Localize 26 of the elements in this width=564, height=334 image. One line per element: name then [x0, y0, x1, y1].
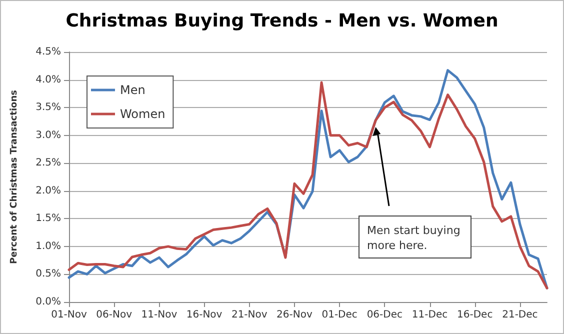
x-tick-label: 11-Nov [141, 310, 178, 320]
y-tick-label: 2.5% [36, 158, 61, 169]
y-tick-label: 4.0% [36, 74, 61, 86]
y-tick-label: 1.5% [36, 213, 61, 224]
legend-label: Women [120, 107, 166, 121]
x-tick-label: 01-Dec [322, 310, 358, 320]
x-tick-label: 21-Nov [231, 310, 268, 320]
x-tick-label: 06-Dec [366, 310, 403, 320]
y-tick-label: 3.5% [36, 102, 61, 114]
x-tick-label: 16-Dec [457, 310, 493, 320]
y-tick-label: 0.0% [36, 296, 61, 308]
x-tick-label: 01-Nov [51, 310, 87, 320]
chart-title: Christmas Buying Trends - Men vs. Women [66, 10, 498, 32]
y-axis-title: Percent of Christmas Transactions [10, 90, 20, 264]
y-tick-label: 3.0% [36, 130, 61, 141]
x-tick-label: 06-Nov [96, 310, 132, 320]
y-tick-label: 0.5% [36, 268, 61, 280]
x-tick-label: 11-Dec [412, 310, 448, 320]
y-tick-label: 1.0% [36, 240, 61, 252]
y-tick-label: 2.0% [36, 185, 61, 196]
x-tick-label: 26-Nov [276, 310, 312, 320]
x-tick-label: 21-Dec [502, 310, 538, 320]
x-tick-label: 16-Nov [186, 310, 222, 320]
annotation: Men start buying more here. [367, 224, 464, 252]
legend-label: Men [120, 83, 146, 97]
y-tick-label: 4.5% [36, 46, 61, 58]
